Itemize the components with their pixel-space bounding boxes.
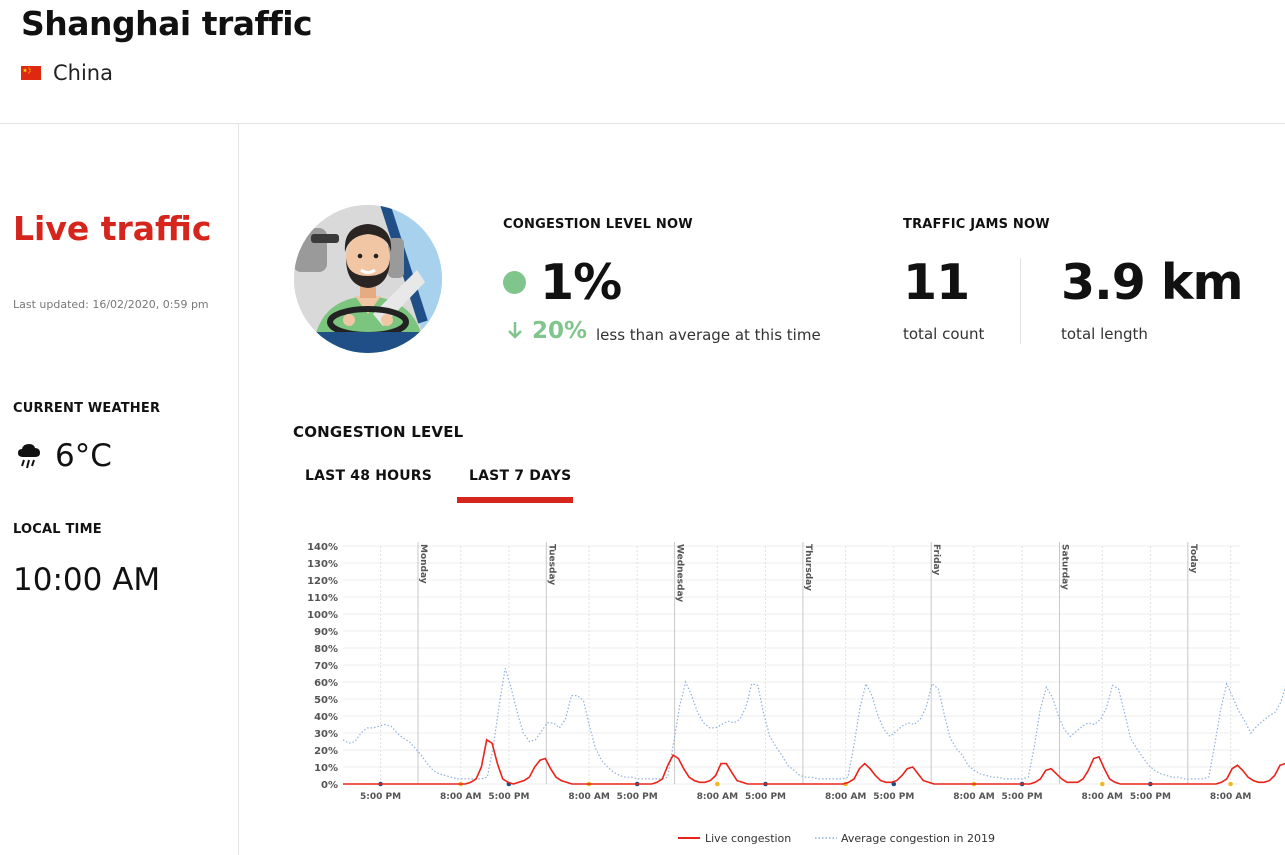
- day-label: Tuesday: [546, 544, 556, 585]
- local-time-value: 10:00 AM: [13, 562, 161, 598]
- legend-live-label: Live congestion: [705, 832, 791, 845]
- tab-last-48-hours[interactable]: LAST 48 HOURS: [305, 468, 433, 484]
- x-tick-label: 8:00 AM: [1082, 792, 1123, 802]
- y-tick-label: 90%: [314, 627, 338, 638]
- live-congestion-line: [343, 738, 1285, 785]
- y-tick-label: 70%: [314, 661, 338, 672]
- average-congestion-line: [342, 668, 1285, 780]
- congestion-delta: 20%: [532, 318, 588, 344]
- y-tick-label: 130%: [307, 559, 338, 570]
- congestion-chart: 0% 10% 20% 30% 40% 50% 60% 70% 80% 90% 100% 110% 120…: [307, 542, 1285, 845]
- legend-average-label: Average congestion in 2019: [841, 832, 995, 845]
- y-tick-label: 30%: [314, 729, 338, 740]
- x-tick-label: 8:00 AM: [825, 792, 866, 802]
- day-label: Friday: [931, 544, 941, 575]
- sidebar: Live traffic Last updated: 16/02/2020, 0…: [0, 124, 239, 855]
- time-marker: [1099, 781, 1105, 787]
- arrow-down-icon: [508, 322, 522, 339]
- day-label: Thursday: [803, 544, 813, 591]
- congestion-note: less than average at this time: [596, 326, 821, 344]
- y-tick-label: 100%: [307, 610, 338, 621]
- traffic-jams-label: TRAFFIC JAMS NOW: [903, 217, 1050, 232]
- x-tick-label: 8:00 AM: [568, 792, 609, 802]
- x-tick-label: 5:00 PM: [745, 792, 786, 802]
- x-tick-label: 5:00 PM: [488, 792, 529, 802]
- x-tick-label: 8:00 AM: [1210, 792, 1251, 802]
- time-marker: [1228, 781, 1233, 787]
- china-flag-icon: [21, 66, 41, 80]
- y-tick-label: 140%: [307, 542, 338, 553]
- day-label: Wednesday: [675, 544, 685, 602]
- x-tick-label: 5:00 PM: [873, 792, 914, 802]
- x-tick-label: 8:00 AM: [440, 792, 481, 802]
- y-tick-label: 110%: [307, 593, 338, 604]
- time-marker: [891, 781, 897, 787]
- country-name: China: [53, 61, 113, 85]
- day-label: Saturday: [1060, 544, 1070, 590]
- jam-length-value: 3.9 km: [1061, 254, 1244, 311]
- country-row: China: [21, 61, 113, 85]
- page-title: Shanghai traffic: [21, 4, 313, 43]
- last-updated-text: Last updated: 16/02/2020, 0:59 pm: [13, 298, 209, 311]
- x-tick-label: 5:00 PM: [1130, 792, 1171, 802]
- day-label: Monday: [418, 544, 428, 584]
- active-tab-indicator: [457, 497, 573, 503]
- page-header: Shanghai traffic China: [0, 0, 1285, 124]
- jam-length-label: total length: [1061, 325, 1148, 343]
- weather-readout: 6°C: [17, 438, 112, 474]
- rain-cloud-icon: [18, 444, 40, 469]
- x-tick-label: 8:00 AM: [697, 792, 738, 802]
- congestion-status-dot: [503, 271, 526, 294]
- y-tick-label: 20%: [314, 746, 338, 757]
- congestion-now-value: 1%: [540, 254, 622, 311]
- jam-count-label: total count: [903, 325, 985, 343]
- section-title: CONGESTION LEVEL: [293, 423, 464, 441]
- x-tick-label: 5:00 PM: [1002, 792, 1043, 802]
- current-weather-label: CURRENT WEATHER: [13, 401, 161, 416]
- live-traffic-title: Live traffic: [13, 209, 212, 248]
- y-tick-label: 10%: [314, 763, 338, 774]
- y-tick-label: 120%: [307, 576, 338, 587]
- temperature-value: 6°C: [55, 438, 112, 474]
- x-tick-label: 5:00 PM: [360, 792, 401, 802]
- y-tick-label: 0%: [321, 780, 338, 791]
- y-tick-label: 60%: [314, 678, 338, 689]
- x-tick-label: 5:00 PM: [617, 792, 658, 802]
- day-label: Today: [1188, 544, 1198, 573]
- driver-illustration: [294, 205, 442, 353]
- y-tick-label: 40%: [314, 712, 338, 723]
- tab-last-7-days[interactable]: LAST 7 DAYS: [469, 468, 572, 484]
- time-marker: [715, 781, 720, 787]
- y-tick-label: 50%: [314, 695, 338, 706]
- congestion-now-label: CONGESTION LEVEL NOW: [503, 217, 693, 232]
- jam-count-value: 11: [903, 254, 970, 311]
- local-time-label: LOCAL TIME: [13, 522, 102, 537]
- x-tick-label: 8:00 AM: [953, 792, 994, 802]
- jam-divider: [1020, 258, 1021, 344]
- y-tick-label: 80%: [314, 644, 338, 655]
